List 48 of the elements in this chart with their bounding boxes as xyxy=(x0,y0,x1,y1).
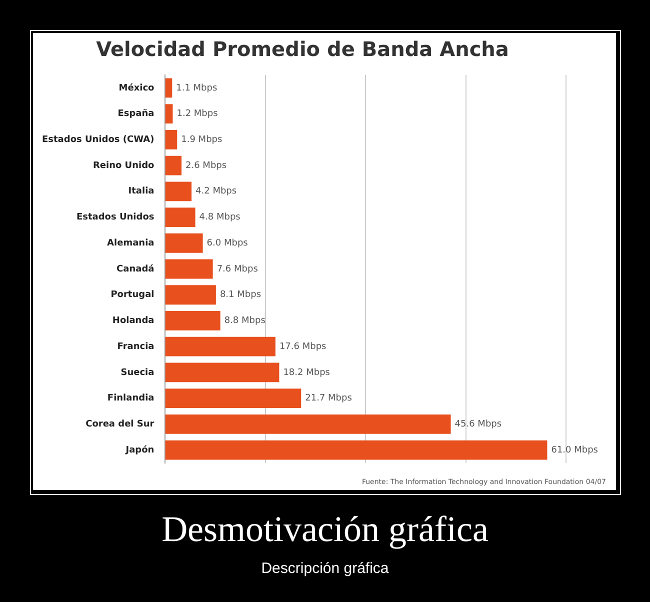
y-tick-label: Alemania xyxy=(107,238,154,248)
y-tick-label: España xyxy=(118,109,154,120)
bar xyxy=(165,336,276,356)
bar xyxy=(165,104,173,124)
bar xyxy=(165,285,216,305)
data-label: 1.9 Mbps xyxy=(181,135,222,146)
data-label: 1.2 Mbps xyxy=(176,109,218,120)
bar xyxy=(165,362,280,382)
y-tick-label: Italia xyxy=(128,186,154,197)
y-tick-label: Portugal xyxy=(110,290,154,300)
bar xyxy=(165,440,548,460)
bar xyxy=(165,311,220,330)
bar xyxy=(165,208,196,227)
data-label: 61.0 Mbps xyxy=(551,445,598,456)
bar xyxy=(165,156,182,176)
bar xyxy=(165,388,302,408)
data-label: 8.8 Mbps xyxy=(224,316,266,326)
chart-title: Velocidad Promedio de Banda Ancha xyxy=(96,37,509,62)
data-label: 17.6 Mbps xyxy=(279,342,327,352)
y-tick-label: Holanda xyxy=(112,316,154,326)
text: Desmotivación gráfica xyxy=(160,508,490,550)
y-tick-label: Estados Unidos xyxy=(76,212,154,223)
y-tick-label: Estados Unidos (CWA) xyxy=(42,135,154,146)
y-tick-label: México xyxy=(118,82,154,94)
data-label: 21.7 Mbps xyxy=(305,394,352,404)
bar xyxy=(165,130,178,150)
data-label: 6.0 Mbps xyxy=(206,238,248,248)
data-label: 8.1 Mbps xyxy=(220,290,262,300)
data-label: 4.2 Mbps xyxy=(196,186,237,197)
data-label: 45.6 Mbps xyxy=(454,420,502,430)
data-label: 4.8 Mbps xyxy=(199,212,241,223)
y-tick-label: Suecia xyxy=(120,368,154,378)
y-tick-label: Reino Unido xyxy=(92,160,154,171)
bar xyxy=(165,78,172,98)
bar xyxy=(165,414,451,434)
bar xyxy=(165,259,213,279)
data-label: 2.6 Mbps xyxy=(186,160,227,171)
y-tick-label: Francia xyxy=(117,342,154,352)
data-label: 7.6 Mbps xyxy=(216,264,258,274)
bar xyxy=(165,182,192,202)
text: Descripción gráfica xyxy=(260,560,390,577)
data-label: 18.2 Mbps xyxy=(283,368,330,378)
y-tick-label: Finlandia xyxy=(107,394,154,404)
y-tick-label: Canadá xyxy=(116,263,154,274)
y-tick-label: Japón xyxy=(124,444,154,456)
bar xyxy=(165,233,203,253)
data-label: 1.1 Mbps xyxy=(176,83,218,94)
y-tick-label: Corea del Sur xyxy=(86,420,155,430)
